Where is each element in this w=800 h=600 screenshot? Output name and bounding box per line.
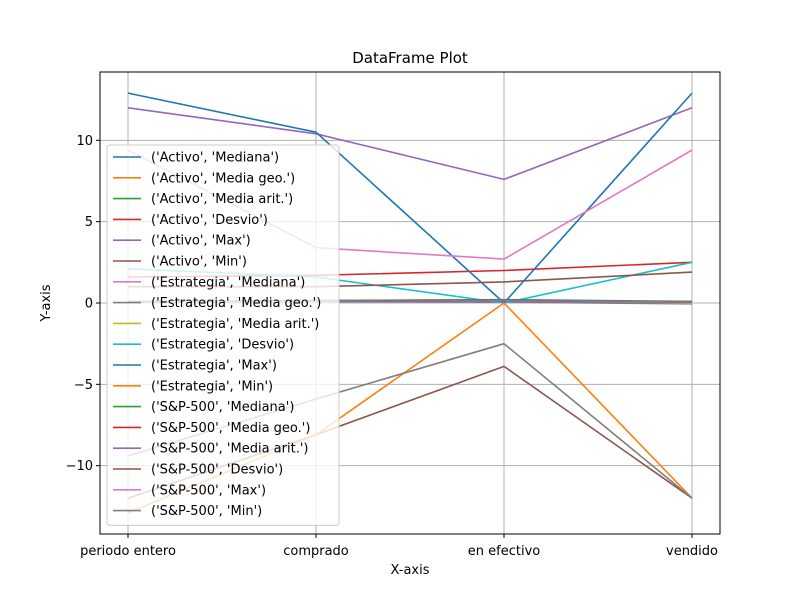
- series-line-4: [127, 107, 693, 181]
- legend-label: ('S&P-500', 'Media geo.'): [151, 421, 310, 436]
- legend-label: ('Activo', 'Max'): [151, 234, 251, 249]
- legend-label: ('S&P-500', 'Mediana'): [151, 400, 294, 415]
- y-tick-label: 5: [85, 215, 93, 230]
- legend-label: ('Activo', 'Desvio'): [151, 213, 268, 228]
- legend-label: ('Estrategia', 'Mediana'): [151, 275, 305, 290]
- x-tick-label: en efectivo: [468, 544, 540, 559]
- legend-label: ('Estrategia', 'Media geo.'): [151, 296, 321, 311]
- x-axis-label: X-axis: [391, 563, 430, 578]
- x-tick-label: comprado: [283, 544, 349, 559]
- legend-label: ('S&P-500', 'Media arit.'): [151, 442, 308, 457]
- legend-label: ('Estrategia', 'Min'): [151, 379, 273, 394]
- legend-label: ('Estrategia', 'Desvio'): [151, 338, 294, 353]
- series-line-10: [127, 92, 693, 304]
- legend-label: ('S&P-500', 'Min'): [151, 504, 262, 519]
- legend-label: ('Activo', 'Min'): [151, 255, 247, 270]
- legend-label: ('Activo', 'Media arit.'): [151, 192, 293, 207]
- legend-label: ('Activo', 'Media geo.'): [151, 171, 295, 186]
- y-tick-label: 0: [85, 297, 93, 312]
- legend-label: ('Activo', 'Mediana'): [151, 151, 279, 166]
- x-tick-label: periodo entero: [80, 544, 176, 559]
- legend-label: ('S&P-500', 'Max'): [151, 483, 266, 498]
- x-tick-label: vendido: [666, 544, 718, 559]
- y-tick-label: −10: [66, 459, 93, 474]
- y-tick-label: −5: [74, 378, 93, 393]
- legend-label: ('S&P-500', 'Desvio'): [151, 463, 283, 478]
- y-axis-label: Y-axis: [39, 284, 54, 322]
- legend-box: [106, 144, 340, 526]
- y-tick-label: 10: [76, 134, 93, 149]
- chart-title: DataFrame Plot: [352, 49, 468, 67]
- legend: ('Activo', 'Mediana') ('Activo', 'Media g…: [106, 144, 340, 526]
- legend-label: ('Estrategia', 'Max'): [151, 359, 277, 374]
- legend-label: ('Estrategia', 'Media arit.'): [151, 317, 319, 332]
- ticks: periodo entero comprado en efectivo vendido…: [66, 134, 718, 559]
